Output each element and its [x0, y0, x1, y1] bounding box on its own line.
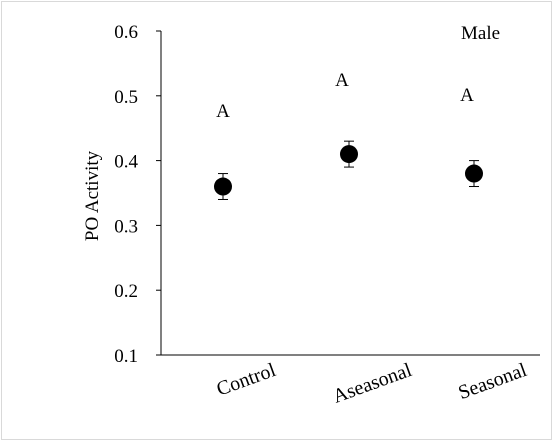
- y-tick-label: 0.3: [114, 216, 138, 237]
- y-tick-label: 0.2: [114, 281, 138, 302]
- x-category-label: Control: [214, 359, 279, 401]
- data-point: [214, 177, 232, 196]
- x-category-labels: Control Aseasonal Seasonal: [214, 359, 530, 408]
- significance-letter: A: [460, 85, 474, 106]
- axes: [160, 31, 540, 356]
- x-category-label: Seasonal: [455, 359, 530, 404]
- data-marks: [214, 140, 483, 200]
- significance-letter: A: [335, 70, 349, 91]
- y-tick-label: 0.5: [114, 87, 138, 108]
- y-tick-label: 0.1: [114, 346, 138, 367]
- y-ticks: 0.1 0.2 0.3 0.4 0.5 0.6: [114, 22, 161, 367]
- data-point: [340, 145, 358, 164]
- significance-letters: A A A: [216, 70, 474, 122]
- significance-letter: A: [216, 101, 230, 122]
- x-category-label: Aseasonal: [330, 359, 415, 408]
- panel-label: Male: [461, 23, 500, 44]
- y-axis-label: PO Activity: [82, 150, 103, 241]
- y-tick-label: 0.6: [114, 22, 138, 43]
- data-point: [465, 164, 483, 183]
- y-tick-label: 0.4: [114, 152, 138, 173]
